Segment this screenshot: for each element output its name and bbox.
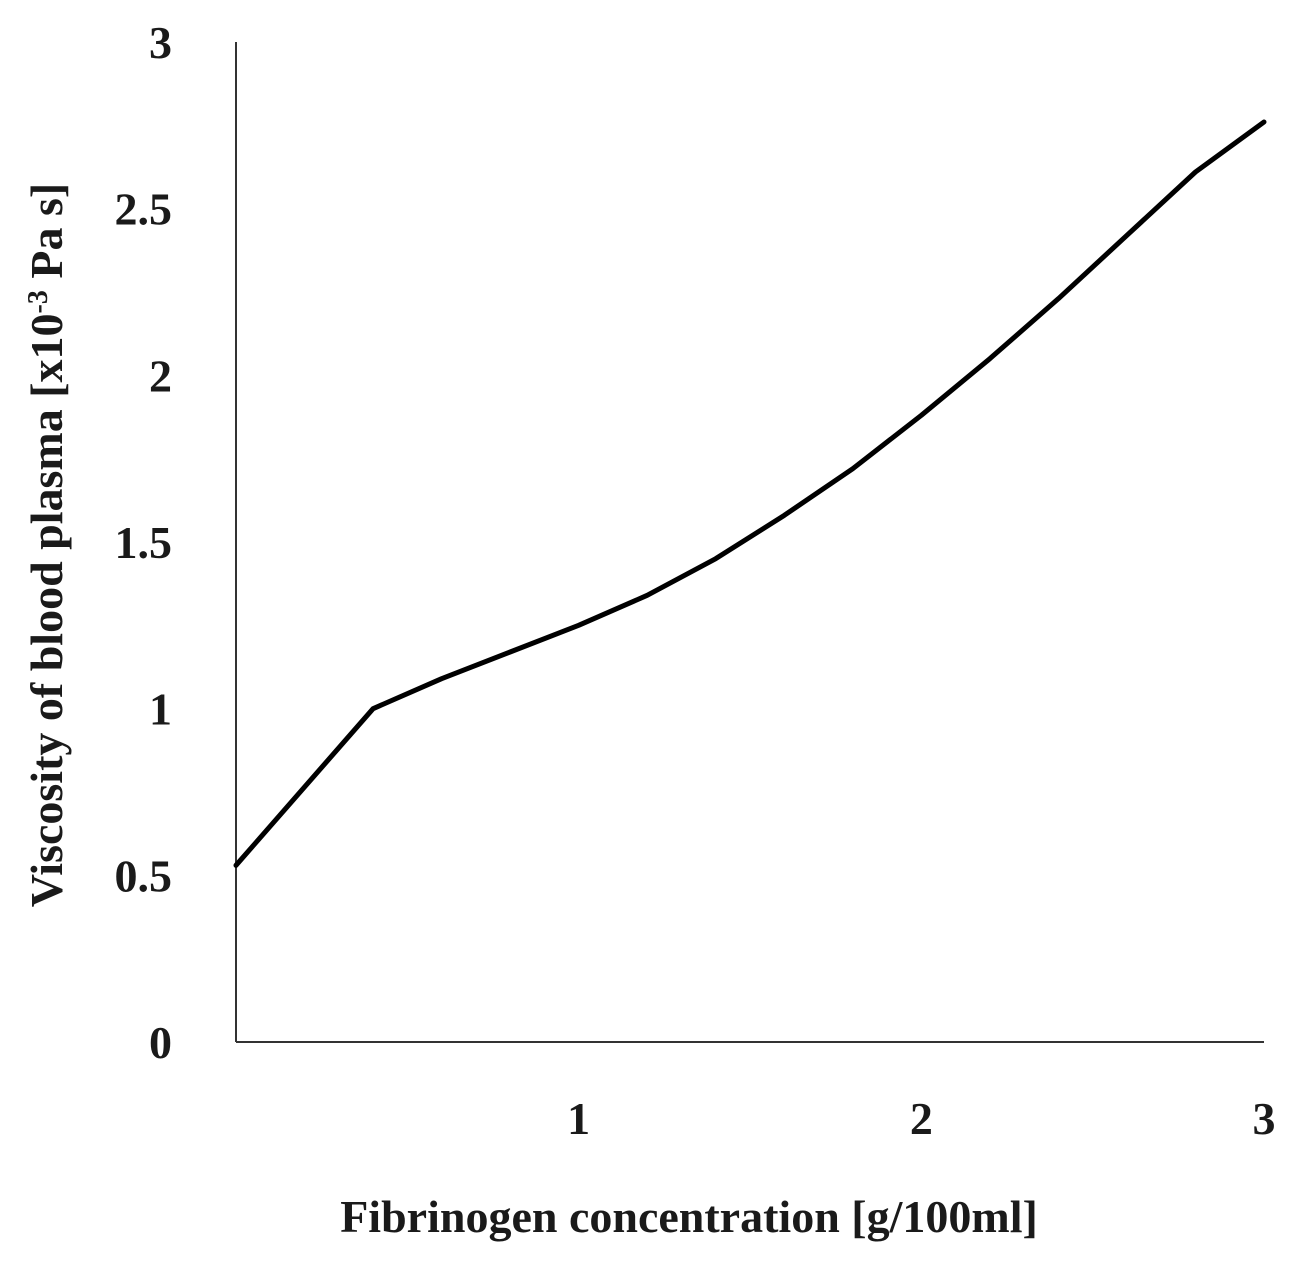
y-tick-label: 2.5 [115,184,173,235]
y-tick-label: 1.5 [115,517,173,568]
y-tick-labels: 0 0.5 1 1.5 2 2.5 3 [115,17,173,1068]
y-tick-label: 1 [149,684,172,735]
x-tick-label: 2 [910,1093,933,1144]
y-tick-label: 3 [149,17,172,68]
y-tick-label: 0.5 [115,850,173,901]
x-axis-title: Fibrinogen concentration [g/100ml] [340,1191,1038,1242]
x-tick-label: 3 [1253,1093,1276,1144]
axes [235,42,1264,1043]
y-tick-label: 0 [149,1017,172,1068]
y-axis-title: Viscosity of blood plasma [x10-3 Pa s] [21,183,72,907]
y-axis-title-main: Viscosity of blood plasma [x10 [21,313,72,907]
y-axis-title-unit: Pa s] [21,183,72,290]
x-tick-labels: 1 2 3 [567,1093,1275,1144]
x-tick-label: 1 [567,1093,590,1144]
series-line [233,119,1267,868]
y-tick-label: 2 [149,350,172,401]
y-axis-title-exponent: -3 [23,290,54,313]
